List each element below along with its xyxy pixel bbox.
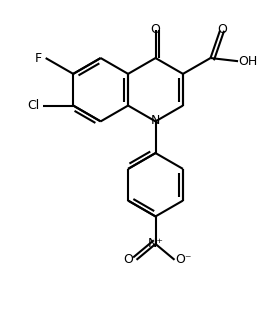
Text: O: O: [151, 23, 161, 36]
Text: O: O: [124, 253, 133, 266]
Text: N⁺: N⁺: [147, 238, 164, 251]
Text: O: O: [217, 23, 227, 36]
Text: OH: OH: [238, 55, 258, 68]
Text: N: N: [151, 114, 160, 127]
Text: Cl: Cl: [27, 99, 39, 112]
Text: O⁻: O⁻: [175, 253, 192, 266]
Text: F: F: [35, 52, 42, 65]
